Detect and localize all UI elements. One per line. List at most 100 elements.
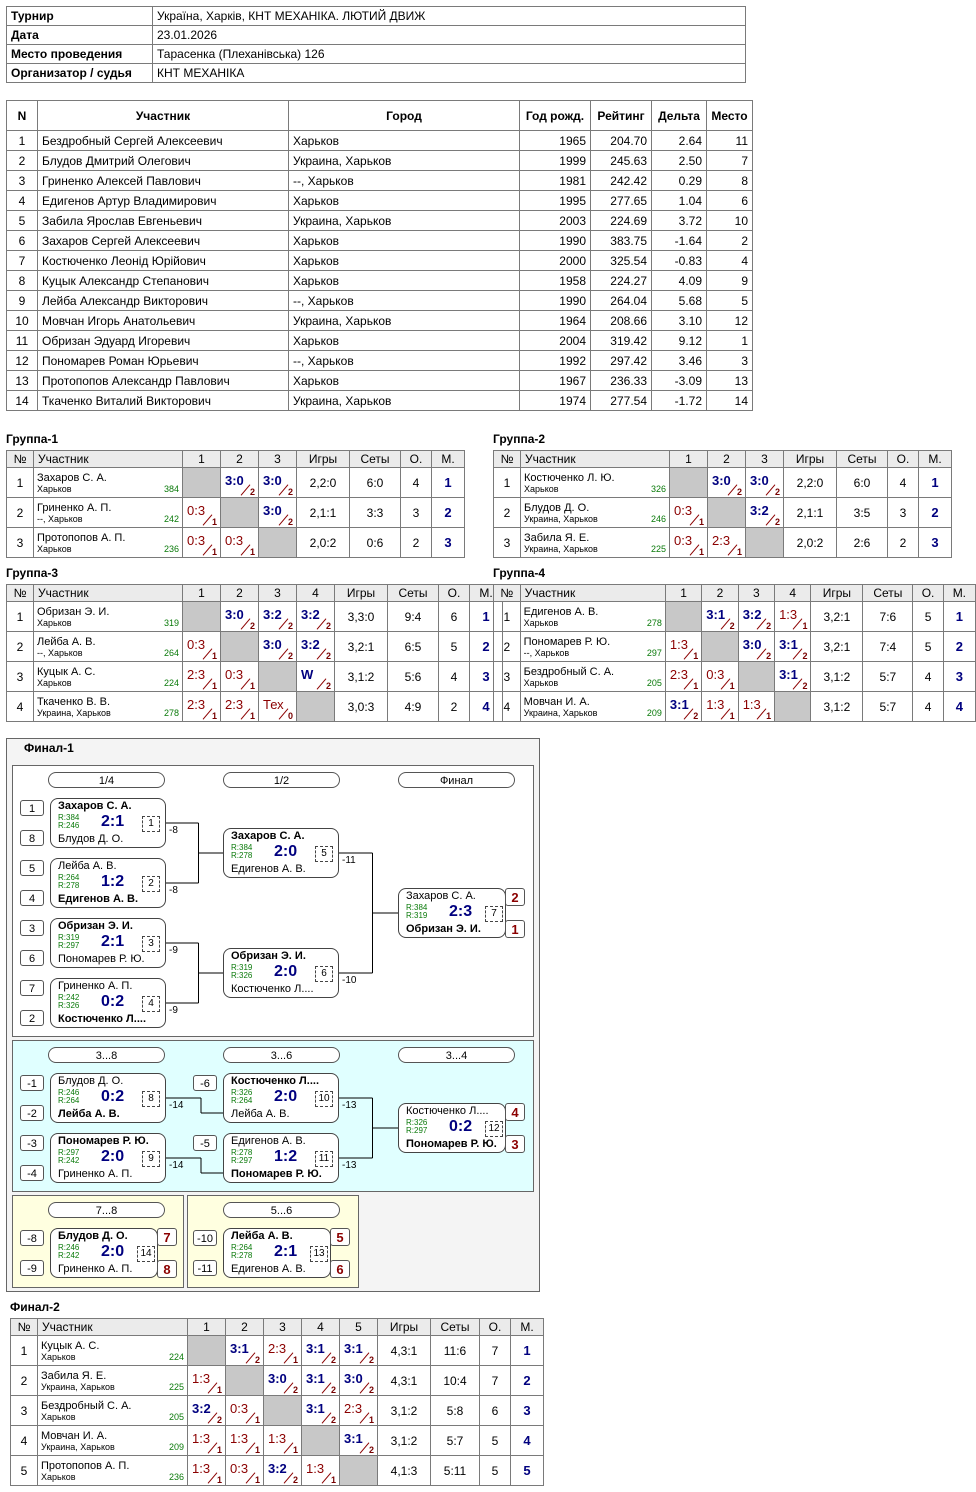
- score-sub: 2: [330, 1385, 336, 1395]
- score: 3:1: [344, 1341, 363, 1356]
- player-name: Мовчан И. А.: [41, 1429, 108, 1442]
- player1-name: Лейба А. В.: [58, 860, 117, 872]
- group-title: Группа-4: [493, 566, 546, 580]
- player-rating: 264: [163, 647, 179, 658]
- participant-cell: Едигенов Артур Владимирович: [37, 190, 289, 211]
- row-number: 5: [10, 1455, 38, 1486]
- player-sub: Украина, Харьков 209: [524, 708, 662, 718]
- sets: 2:6: [836, 527, 888, 558]
- score-cell: 0:3 1: [669, 527, 708, 558]
- seed: 1: [20, 800, 44, 816]
- participant-cell: 325.54: [590, 250, 652, 271]
- player-rating: 225: [650, 543, 666, 554]
- row-number: 4: [10, 1425, 38, 1456]
- player-row: 3 Куцык А. С. Харьков 224 2:3 1 0:3 1 W 2 3,1:2 5:6…: [6, 661, 503, 692]
- score-sub: 1: [736, 547, 742, 557]
- final-place: 6: [330, 1260, 350, 1278]
- score-cell: 3:0 2: [339, 1365, 378, 1396]
- score-cell: 0:3 1: [220, 527, 259, 558]
- score: 1:3: [669, 637, 688, 652]
- score: 1:3: [742, 697, 761, 712]
- match-box: Едигенов А. В. R:278 R:297 1:2 Пономарев Р. …: [223, 1133, 339, 1183]
- participant-cell: 11: [706, 130, 753, 151]
- score-sub: 2: [249, 487, 255, 497]
- score-cell: 3:1 2: [301, 1395, 340, 1426]
- place: 4: [942, 691, 976, 722]
- player-name: Куцык А. С.: [41, 1339, 100, 1352]
- score-cell: 3:2 2: [263, 1455, 302, 1486]
- player-name: Куцык А. С.: [37, 665, 96, 678]
- player-sub: Харьков 224: [41, 1352, 184, 1362]
- row-number: 2: [493, 631, 521, 662]
- final-place: 7: [157, 1228, 177, 1246]
- score-cell: 2:3 1: [263, 1335, 302, 1366]
- score-cell: 3:0 2: [258, 467, 297, 498]
- empty-cell: [220, 497, 259, 528]
- participant-cell: 224.69: [590, 210, 652, 231]
- participant-cell: 2003: [519, 210, 591, 231]
- points: 7: [479, 1365, 511, 1396]
- score-cell: 1:3 1: [225, 1425, 264, 1456]
- player-cell: Протопопов А. П. Харьков 236: [33, 527, 183, 558]
- player-name: Лейба А. В.: [37, 635, 96, 648]
- score: 3:1: [706, 607, 726, 622]
- score: 0:3: [187, 637, 206, 652]
- row-number: 1: [6, 601, 34, 632]
- final-place: 2: [505, 888, 525, 906]
- score: 0:3: [225, 667, 244, 682]
- score: 3:1: [230, 1341, 249, 1356]
- place: 2: [510, 1365, 544, 1396]
- seed: -8: [20, 1230, 44, 1246]
- match-number: 10: [315, 1091, 333, 1107]
- row-number: 2: [10, 1365, 38, 1396]
- column-header: Игры: [377, 1318, 431, 1336]
- player-row: 4 Мовчан И. А. Украина, Харьков 209 3:1 2 1:3 1…: [493, 691, 976, 722]
- player2-rating: R:297: [231, 1156, 253, 1165]
- player-row: 1 Обризан Э. И. Харьков 319 3:0 2 3:2 2 3:2 2 3,3:…: [6, 601, 503, 632]
- participant-cell: Пономарев Роман Юрьевич: [37, 350, 289, 371]
- final-place: 4: [505, 1103, 525, 1121]
- participant-cell: 2000: [519, 250, 591, 271]
- score-sub: 2: [368, 1385, 374, 1395]
- seed: -6: [193, 1075, 217, 1091]
- match-score: 1:2: [101, 873, 125, 890]
- player2-name: Лейба А. В.: [231, 1108, 290, 1120]
- column-header: Сеты: [836, 450, 888, 468]
- games: 3,1:2: [334, 661, 388, 692]
- column-header: 2: [707, 450, 746, 468]
- participant-row: 12 Пономарев Роман Юрьевич --, Харьков 1992…: [6, 350, 753, 371]
- player2-rating: R:264: [231, 1096, 253, 1105]
- score-cell: 1:3 1: [774, 601, 812, 632]
- final-place: 5: [330, 1228, 350, 1246]
- player2-name: Лейба А. В.: [58, 1108, 120, 1120]
- participant-cell: Ткаченко Виталий Викторович: [37, 390, 289, 411]
- group-table: № Участник 1 2 3 Игры Сеты О. М. 1 Захаров С. А. Ха…: [6, 450, 465, 558]
- player2-name: Едигенов А. В.: [58, 893, 139, 905]
- column-header: Участник: [37, 100, 289, 131]
- player-name: Ткаченко В. В.: [37, 695, 111, 708]
- score-sub: 2: [330, 1415, 336, 1425]
- score: 3:2: [750, 503, 769, 518]
- games: 3,2:1: [810, 631, 864, 662]
- participant-row: 4 Едигенов Артур Владимирович Харьков 1995 2…: [6, 190, 753, 211]
- group-table: № Участник 1 2 3 4 Игры Сеты О. М. 1 Обризан Э. И. Х…: [6, 584, 503, 722]
- player1-rating: R:326: [406, 1118, 428, 1127]
- stage-label: 1/4: [48, 772, 165, 788]
- match-number: 13: [310, 1246, 328, 1262]
- score-sub: 2: [287, 651, 293, 661]
- column-header: 1: [187, 1318, 226, 1336]
- score-sub: 1: [802, 621, 808, 631]
- score-cell: 2:3 1: [707, 527, 746, 558]
- row-number: 3: [10, 1395, 38, 1426]
- player1-name: Гриненко А. П.: [58, 980, 133, 992]
- player-name: Бездробный С. А.: [41, 1399, 132, 1412]
- participant-cell: 10: [706, 210, 753, 231]
- empty-cell: [225, 1365, 264, 1396]
- score: 0:3: [674, 503, 693, 518]
- player2-name: Едигенов А. В.: [231, 863, 306, 875]
- player-sub: Украина, Харьков 209: [41, 1442, 184, 1452]
- loser-target: -14: [169, 1100, 184, 1111]
- player-row: 3 Бездробный С. А. Харьков 205 3:2 2 0:3 1 3:1 2 2…: [10, 1395, 544, 1426]
- player1-rating: R:384: [58, 813, 80, 822]
- player-row: 4 Мовчан И. А. Украина, Харьков 209 1:3 1 1:3 1…: [10, 1425, 544, 1456]
